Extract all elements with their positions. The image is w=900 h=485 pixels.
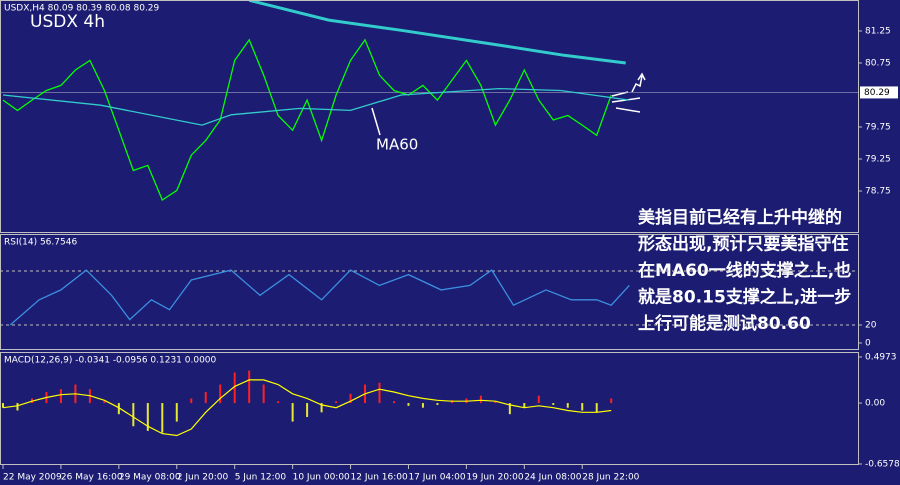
- histogram-bar: [262, 384, 265, 404]
- histogram-bar: [161, 403, 164, 433]
- histogram-bar: [378, 382, 381, 404]
- histogram-bar: [595, 403, 598, 413]
- ma60-pointer: [371, 107, 381, 136]
- histogram-bar: [204, 391, 207, 404]
- macd-panel: [0, 352, 859, 465]
- histogram-bar: [117, 403, 120, 415]
- y-tick-label: 20: [865, 321, 877, 331]
- macd-header: MACD(12,26,9) -0.0341 -0.0956 0.1231 0.0…: [4, 356, 217, 366]
- histogram-bar: [132, 403, 135, 427]
- x-tick-label: 29 May 08:00: [119, 473, 181, 483]
- rsi-panel: [0, 234, 859, 350]
- x-tick-label: 28 Jun 22:00: [582, 473, 639, 483]
- histogram-bar: [407, 403, 410, 406]
- rsi-header: RSI(14) 56.7546: [4, 238, 77, 248]
- histogram-bar: [248, 370, 251, 404]
- x-tick-label: 26 May 16:00: [61, 473, 123, 483]
- histogram-bar: [59, 389, 62, 404]
- y-tick-label: 81.25: [865, 26, 891, 36]
- series-line: [9, 269, 630, 326]
- histogram-bar: [320, 403, 323, 413]
- x-tick-label: 10 Jun 00:00: [293, 473, 350, 483]
- histogram-bar: [16, 403, 19, 411]
- x-tick-label: 5 Jun 12:00: [235, 473, 287, 483]
- histogram-bar: [291, 403, 294, 422]
- plot-area: [2, 370, 613, 437]
- symbol-title: USDX 4h: [30, 12, 105, 32]
- last-price-label: 80.29: [864, 88, 890, 98]
- signal-line: [2, 379, 612, 437]
- note-line: 美指目前已经有上升中继的: [638, 207, 842, 228]
- histogram-bar: [494, 401, 497, 404]
- histogram-bar: [552, 403, 555, 405]
- y-tick-label: 80.75: [865, 58, 891, 68]
- histogram-bar: [566, 403, 569, 408]
- histogram-bar: [610, 398, 613, 404]
- x-tick-label: 2 Jun 20:00: [177, 473, 229, 483]
- x-tick-label: 22 May 2009: [3, 473, 62, 483]
- series-line: [248, 1, 626, 65]
- histogram-bar: [103, 401, 106, 404]
- histogram-bar: [436, 403, 439, 405]
- main-header: USDX,H4 80.09 80.39 80.08 80.29: [4, 4, 160, 14]
- main-panel: [0, 0, 859, 233]
- last-price-box: [860, 86, 898, 99]
- histogram-bar: [277, 401, 280, 404]
- histogram-bar: [233, 372, 236, 404]
- histogram-bar: [146, 403, 149, 431]
- note-line: 就是80.15支撑之上,进一步: [638, 287, 851, 308]
- series-line: [2, 38, 612, 201]
- y-tick-label: 0.00: [865, 399, 885, 409]
- histogram-bar: [175, 403, 178, 422]
- histogram-bar: [349, 393, 352, 404]
- histogram-bar: [479, 395, 482, 404]
- y-tick-label: -0.6578: [865, 460, 900, 470]
- histogram-bar: [523, 403, 526, 408]
- y-tick-label: 0.4973: [865, 353, 897, 363]
- x-tick-label: 12 Jun 16:00: [351, 473, 408, 483]
- x-tick-label: 19 Jun 20:00: [466, 473, 523, 483]
- histogram-bar: [537, 395, 540, 404]
- plot-area: [0, 269, 858, 326]
- histogram-bar: [581, 403, 584, 411]
- histogram-bar: [335, 401, 338, 404]
- y-tick-label: 79.75: [865, 123, 891, 133]
- y-tick-label: 0: [865, 339, 871, 349]
- series-line: [2, 87, 630, 126]
- histogram-bar: [508, 403, 511, 415]
- plot-area: [0, 1, 858, 201]
- histogram-bar: [219, 384, 222, 404]
- histogram-bar: [392, 401, 395, 404]
- histogram-bar: [421, 403, 424, 408]
- note-line: 形态出现,预计只要美指守住: [638, 234, 848, 255]
- note-line: 上行可能是测试80.60: [638, 313, 811, 334]
- ma60-label: MA60: [376, 136, 418, 154]
- x-tick-label: 24 Jun 08:00: [524, 473, 581, 483]
- histogram-bar: [190, 398, 193, 404]
- y-tick-label: 78.75: [865, 187, 891, 197]
- histogram-bar: [306, 403, 309, 417]
- y-tick-label: 79.25: [865, 155, 891, 165]
- histogram-bar: [2, 403, 4, 408]
- x-tick-label: 17 Jun 04:00: [408, 473, 465, 483]
